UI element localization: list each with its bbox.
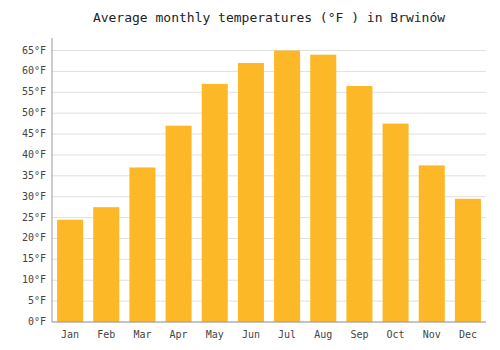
bar [57, 220, 83, 322]
y-tick-label: 20°F [22, 232, 46, 243]
grid-line [52, 50, 486, 51]
y-tick-label: 45°F [22, 128, 46, 139]
x-tick-label: Jun [242, 329, 260, 340]
grid-line [52, 71, 486, 72]
x-tick-label: Aug [314, 329, 332, 340]
bar [274, 51, 300, 322]
x-tick-label: Sep [350, 329, 368, 340]
x-tick-label: Jul [278, 329, 296, 340]
y-tick-label: 50°F [22, 107, 46, 118]
bar [346, 86, 372, 322]
grid-line [52, 92, 486, 93]
grid-line [52, 154, 486, 155]
y-axis: 0°F 5°F 10°F 15°F 20°F 25°F 30°F 35°F 40°F 45°F 50… [22, 45, 486, 327]
y-tick-label: 35°F [22, 170, 46, 181]
x-tick-label: May [206, 329, 224, 340]
grid-line [52, 113, 486, 114]
bar [129, 167, 155, 322]
grid-line [52, 322, 486, 323]
x-tick-label: Dec [459, 329, 477, 340]
x-tick-label: Nov [423, 329, 441, 340]
y-axis-line [52, 38, 53, 322]
bars [57, 51, 481, 322]
x-tick-label: Oct [387, 329, 405, 340]
bar [238, 63, 264, 322]
y-tick-label: 25°F [22, 212, 46, 223]
y-tick-label: 30°F [22, 191, 46, 202]
y-tick-label: 5°F [28, 295, 46, 306]
bar [383, 124, 409, 322]
title: Average monthly temperatures (°F ) in Br… [93, 10, 445, 25]
y-tick-label: 60°F [22, 65, 46, 76]
bar [419, 165, 445, 322]
x-axis-line [52, 322, 486, 323]
x-tick-label: Feb [97, 329, 115, 340]
x-axis: Jan Feb Mar Apr May Jun Jul Aug Sep Oct Nov Dec [52, 322, 486, 340]
bar [310, 55, 336, 322]
bar [455, 199, 481, 322]
grid-line [52, 134, 486, 135]
x-tick-label: Mar [133, 329, 151, 340]
bar [93, 207, 119, 322]
y-tick-label: 15°F [22, 253, 46, 264]
y-tick-label: 55°F [22, 86, 46, 97]
bar [202, 84, 228, 322]
chart: Average monthly temperatures (°F ) in Br… [0, 0, 500, 350]
y-tick-label: 0°F [28, 316, 46, 327]
y-tick-label: 65°F [22, 45, 46, 56]
x-tick-label: Apr [170, 329, 188, 340]
y-tick-label: 10°F [22, 274, 46, 285]
y-tick-label: 40°F [22, 149, 46, 160]
bar [166, 126, 192, 322]
x-tick-label: Jan [61, 329, 79, 340]
